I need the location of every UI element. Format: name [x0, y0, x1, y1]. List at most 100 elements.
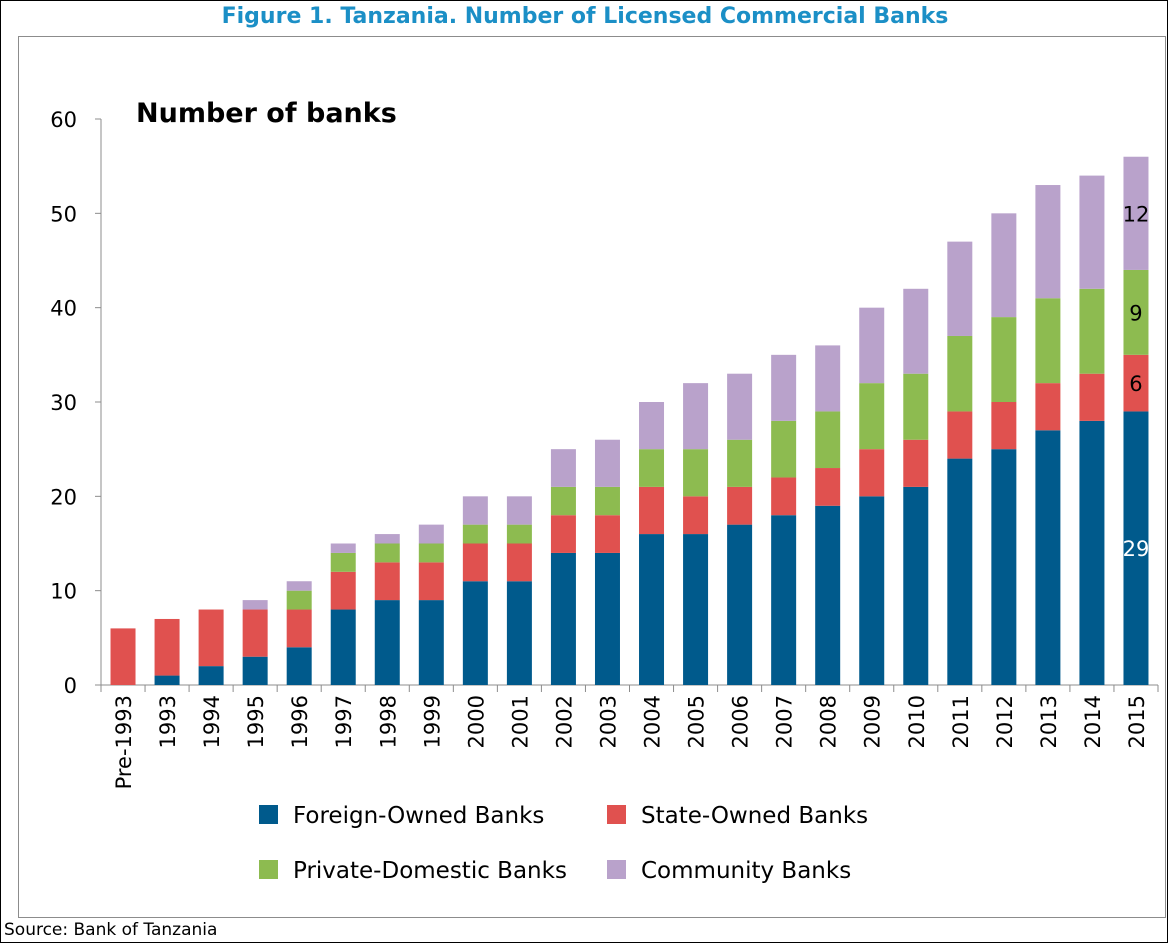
bar-segment — [374, 543, 400, 563]
bar-segment — [903, 486, 929, 685]
x-tick-label: 2009 — [861, 695, 885, 748]
x-tick-label: 2005 — [685, 695, 709, 748]
x-tick-label: 2011 — [949, 695, 973, 748]
x-tick-label: 2002 — [552, 695, 576, 748]
bar-segment — [550, 515, 576, 553]
data-labels: 29 6 9 12 — [1123, 202, 1150, 561]
bar-segment — [815, 345, 841, 412]
bar-segment — [991, 402, 1017, 450]
bar-segment — [286, 647, 312, 685]
bar-segment — [330, 609, 356, 685]
bar-segment — [1123, 156, 1149, 270]
data-label: 6 — [1129, 372, 1142, 396]
bar-segment — [947, 241, 973, 336]
bar-segment — [286, 590, 312, 610]
bar-segment — [242, 656, 268, 685]
x-tick-label: 2015 — [1125, 695, 1149, 748]
bar-segment — [418, 600, 444, 685]
x-tick-label: 1994 — [200, 695, 224, 748]
bar-segment — [506, 581, 532, 685]
bar-segment — [1079, 175, 1105, 289]
bar-segment — [903, 439, 929, 487]
x-tick-label: 2006 — [729, 695, 753, 748]
bar-segment — [594, 552, 620, 685]
bar-segment — [683, 534, 709, 685]
bar-segment — [991, 317, 1017, 402]
bar-segment — [683, 496, 709, 535]
bar-segment — [1123, 269, 1149, 355]
bar-segment — [418, 543, 444, 563]
bar-segment — [154, 618, 180, 676]
x-tick-label: 1999 — [420, 695, 444, 748]
bar-segment — [859, 307, 885, 384]
bar-segment — [198, 666, 224, 685]
bar-segment — [1035, 430, 1061, 685]
bar-segment — [947, 458, 973, 685]
bar-segment — [639, 486, 665, 535]
x-tick-label: 1996 — [288, 695, 312, 748]
bar-segment — [550, 449, 576, 487]
x-tick-label: 1993 — [156, 695, 180, 748]
x-tick-label: 2014 — [1081, 695, 1105, 748]
x-axis: Pre-1993 1993 1994 1995 1996 1997 1998 1999 2000… — [100, 684, 1159, 789]
bar-segment — [198, 609, 224, 667]
legend-label: Private-Domestic Banks — [293, 858, 567, 884]
bar-segment — [506, 496, 532, 525]
bar-segment — [330, 543, 356, 553]
x-tick-label: 1997 — [332, 695, 356, 748]
x-tick-label: 1998 — [376, 695, 400, 748]
x-tick-label: 2003 — [596, 695, 620, 748]
x-tick-label: 2001 — [508, 695, 532, 748]
legend-swatch — [259, 860, 278, 879]
bar-segment — [727, 524, 753, 685]
bar-segment — [683, 383, 709, 450]
legend-swatch — [607, 860, 626, 879]
bar-segment — [418, 562, 444, 601]
y-tick-label: 60 — [50, 108, 77, 132]
bar-segment — [594, 439, 620, 487]
bar-segment — [1123, 411, 1149, 685]
bar-segment — [462, 543, 488, 582]
bar-segment — [242, 609, 268, 657]
x-tick-label: 2012 — [993, 695, 1017, 748]
source-note: Source: Bank of Tanzania — [4, 920, 218, 940]
data-label: 9 — [1129, 301, 1142, 325]
data-label: 29 — [1123, 537, 1150, 561]
bar-segment — [1079, 373, 1105, 421]
bar-segment — [991, 449, 1017, 685]
bar-segment — [550, 552, 576, 685]
bar-segment — [462, 496, 488, 525]
bar-segment — [286, 581, 312, 591]
bar-segment — [1079, 420, 1105, 685]
bar-segment — [374, 600, 400, 685]
bar-segment — [903, 288, 929, 374]
bar-segment — [639, 449, 665, 487]
x-tick-label: 2010 — [905, 695, 929, 748]
legend: Foreign-Owned Banks State-Owned Banks Priv… — [259, 803, 868, 884]
legend-label: State-Owned Banks — [641, 803, 868, 829]
chart-title: Number of banks — [136, 98, 397, 129]
legend-label: Community Banks — [641, 858, 851, 884]
bar-segment — [242, 600, 268, 610]
bar-segment — [594, 515, 620, 553]
bar-segment — [418, 524, 444, 544]
bar-segment — [727, 486, 753, 525]
x-tick-label: 1995 — [244, 695, 268, 748]
bar-segment — [859, 449, 885, 497]
bar-segment — [771, 354, 797, 421]
bar-segment — [286, 609, 312, 648]
bar-segment — [374, 534, 400, 544]
bar-segment — [815, 468, 841, 506]
x-tick-label: 2007 — [773, 695, 797, 748]
bar-segment — [947, 335, 973, 412]
bar-segment — [462, 581, 488, 685]
bar-segment — [330, 552, 356, 572]
bar-segment — [1035, 383, 1061, 431]
legend-label: Foreign-Owned Banks — [293, 803, 544, 829]
bar-segment — [771, 420, 797, 478]
y-axis: 0 10 20 30 40 50 60 — [50, 108, 102, 698]
x-tick-label: 2004 — [641, 695, 665, 748]
x-tick-label: 2000 — [464, 695, 488, 748]
